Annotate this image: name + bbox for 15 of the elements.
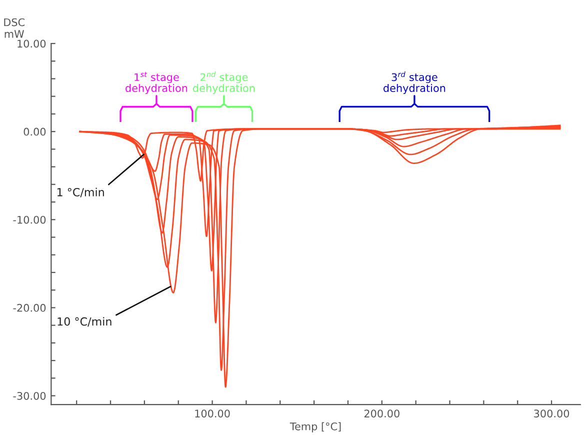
annotation: 1 °C/min bbox=[57, 188, 104, 198]
y-tick-label: 10.00 bbox=[18, 40, 46, 48]
annotation: 2$^{nd}$ stage dehydration bbox=[193, 71, 255, 94]
annotation: 3$^{rd}$ stage dehydration bbox=[384, 71, 446, 94]
x-tick-label: 200.00 bbox=[364, 410, 400, 418]
x-axis-title: Temp [°C] bbox=[290, 422, 341, 432]
annotation: 1$^{st}$ stage dehydration bbox=[126, 72, 188, 94]
y-tick-label: -30.00 bbox=[13, 392, 46, 400]
y-axis-title: DSC mW bbox=[4, 18, 24, 38]
y-tick-label: -20.00 bbox=[13, 304, 46, 312]
x-tick-label: 100.00 bbox=[195, 410, 230, 418]
y-tick-label: -10.00 bbox=[13, 216, 46, 224]
annotation: 10 °C/min bbox=[58, 317, 112, 327]
x-tick-label: 300.00 bbox=[534, 410, 570, 418]
y-tick-label: 0.00 bbox=[24, 128, 46, 136]
